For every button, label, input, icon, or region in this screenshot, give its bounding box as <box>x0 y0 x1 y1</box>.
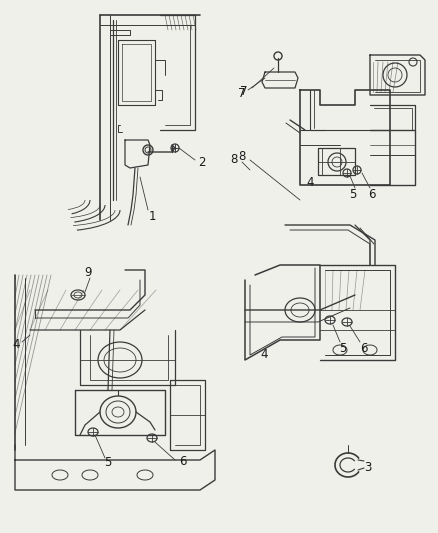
Text: 6: 6 <box>360 343 367 356</box>
Text: 6: 6 <box>367 189 375 201</box>
Text: 2: 2 <box>198 157 205 169</box>
Text: 5: 5 <box>349 189 356 201</box>
Text: 7: 7 <box>238 86 245 100</box>
Text: 5: 5 <box>339 343 346 356</box>
Text: 4: 4 <box>12 338 20 351</box>
Text: 3: 3 <box>364 462 371 474</box>
Text: 6: 6 <box>179 456 186 469</box>
Text: 1: 1 <box>148 209 155 222</box>
Text: 8: 8 <box>238 149 245 163</box>
Text: 5: 5 <box>104 456 111 470</box>
Text: 4: 4 <box>260 349 267 361</box>
Text: 9: 9 <box>84 265 92 279</box>
Text: 8: 8 <box>230 152 237 166</box>
Text: 7: 7 <box>240 85 247 98</box>
Text: 4: 4 <box>306 175 313 189</box>
